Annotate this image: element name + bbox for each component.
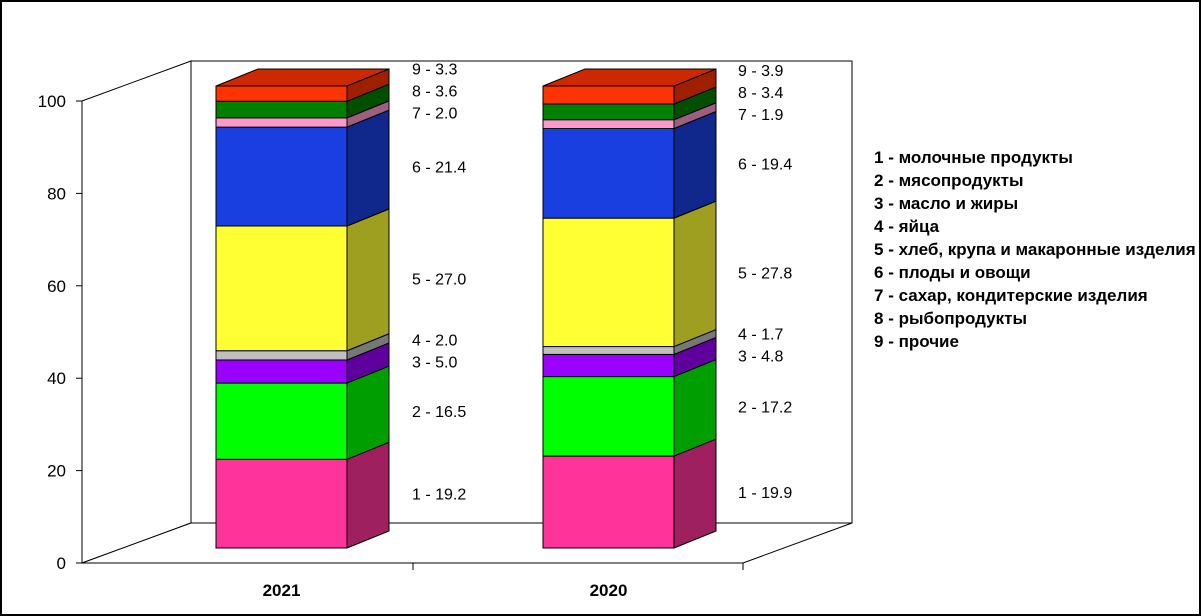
bar-segment [542,119,675,130]
bar-segment [215,382,348,460]
legend-item-number: 6 [874,263,884,282]
legend-item-label: мясопродукты [898,171,1024,190]
data-label: 6 - 21.4 [412,160,466,177]
data-label: 9 - 3.3 [412,61,457,78]
bar-segment [215,100,348,119]
y-tick-label: 0 [57,554,66,573]
data-label: 6 - 19.4 [738,156,792,173]
y-tick-label: 40 [47,369,66,388]
bar-segment-side [673,438,717,549]
legend-item-number: 4 [874,217,884,236]
legend-item-number: 5 [874,240,884,259]
data-label: 5 - 27.0 [412,271,466,288]
bar-segment [542,346,675,355]
y-tick-label: 60 [47,277,66,296]
data-label: 2 - 17.2 [738,399,792,416]
bar-segment [215,85,348,102]
legend-item-label: плоды и овощи [898,263,1031,282]
floor [81,522,853,564]
legend-item-label: сахар, кондитерские изделия [898,286,1148,305]
legend-item: 2 - мясопродукты [874,170,1196,191]
data-label: 8 - 3.4 [738,85,783,102]
legend-item-label: масло и жиры [898,194,1019,213]
legend-item-number: 9 [874,332,884,351]
bar-segment [542,455,675,549]
bar-segment [542,376,675,457]
bar-segment-side [673,200,717,348]
y-tick-label: 20 [47,462,66,481]
bar-segment [542,217,675,348]
legend-item-number: 8 [874,309,884,328]
side-wall [81,60,192,564]
legend-item-label: молочные продукты [898,148,1073,167]
bar-segment [542,353,675,378]
category-label: 2020 [590,581,628,600]
bar-segment [215,225,348,352]
legend-item-label: рыбопродукты [898,309,1027,328]
legend-item: 9 - прочие [874,331,1196,352]
bar-top [215,68,390,87]
legend-item: 7 - сахар, кондитерские изделия [874,285,1196,306]
data-label: 1 - 19.2 [412,487,466,504]
y-tick-label: 100 [38,92,66,111]
bar-segment [215,359,348,384]
bar-top [542,68,717,87]
legend-item: 5 - хлеб, крупа и макаронные изделия [874,240,1196,259]
legend-item-number: 2 [874,171,884,190]
data-label: 9 - 3.9 [738,63,783,80]
data-label: 2 - 16.5 [412,404,466,421]
y-tick-label: 80 [47,184,66,203]
bar-segment [215,350,348,361]
data-label: 3 - 5.0 [412,355,457,372]
legend: 1 - молочные продукты 2 - мясопродукты 3 -… [874,147,1196,354]
data-label: 4 - 1.7 [738,327,783,344]
category-label: 2021 [263,581,301,600]
data-label: 7 - 2.0 [412,105,457,122]
data-label: 4 - 2.0 [412,333,457,350]
legend-item: 6 - плоды и овощи [874,262,1196,283]
legend-item-number: 7 [874,286,884,305]
legend-item: 1 - молочные продукты [874,147,1196,168]
legend-item: 4 - яйца [874,216,1196,237]
legend-item-number: 1 [874,148,884,167]
bar-segment-side [346,208,390,352]
legend-item: 3 - масло и жиры [874,193,1196,214]
legend-item-label: прочие [898,332,959,351]
legend-item-number: 3 [874,194,884,213]
bar-segment [215,117,348,128]
legend-item-label: яйца [898,217,940,236]
legend-item: 8 - рыбопродукты [874,308,1196,329]
data-label: 8 - 3.6 [412,83,457,100]
bar-segment [215,126,348,227]
data-label: 1 - 19.9 [738,485,792,502]
bar-segment-side [346,109,390,227]
bar-segment [542,128,675,219]
data-label: 3 - 4.8 [738,349,783,366]
bar-segment-side [346,441,390,549]
legend-item-label: хлеб, крупа и макаронные изделия [898,240,1196,259]
bar-segment-side [673,110,717,219]
bar-segment [542,85,675,105]
data-label: 5 - 27.8 [738,265,792,282]
bar-segment [215,458,348,549]
data-label: 7 - 1.9 [738,107,783,124]
bar-segment [542,103,675,121]
